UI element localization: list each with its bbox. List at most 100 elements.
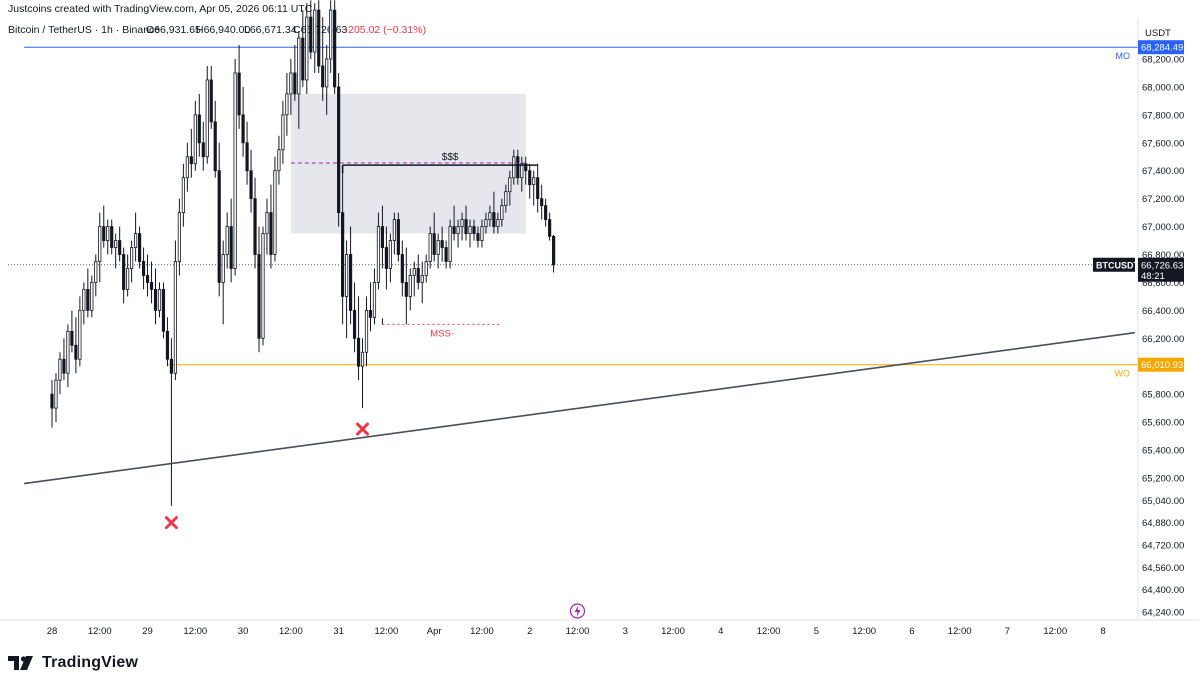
candle-body — [321, 65, 325, 88]
candle-body — [384, 247, 389, 269]
candle-body — [364, 309, 369, 353]
candle-body — [341, 212, 345, 297]
candle-body — [273, 170, 277, 255]
candle-body — [460, 219, 464, 227]
candle-body — [448, 226, 452, 262]
symbol-line[interactable]: Bitcoin / TetherUS · 1h · Binance — [8, 24, 161, 36]
candle-body — [333, 9, 337, 88]
candle-body — [500, 205, 504, 220]
time-tick-label: 31 — [333, 626, 344, 637]
candle-body — [102, 226, 106, 241]
candle-body — [173, 261, 178, 374]
candle-body — [476, 233, 480, 241]
candle-body — [520, 163, 524, 179]
candle-body — [516, 156, 520, 179]
candle-body — [432, 233, 436, 255]
countdown-text: 48:21 — [1141, 271, 1165, 282]
symbol-tag — [1093, 257, 1135, 272]
candle-body — [169, 358, 174, 374]
candle-body — [436, 240, 440, 255]
time-tick-label: 12:00 — [1043, 626, 1067, 637]
time-tick-label: 8 — [1100, 626, 1105, 637]
candle-body — [118, 240, 122, 255]
candle-body — [265, 212, 269, 234]
price-tick-label: 64,720.00 — [1142, 540, 1184, 551]
tradingview-logo[interactable]: TradingView — [8, 654, 138, 672]
level-tag-text: 66,010.93 — [1141, 360, 1183, 371]
price-tick-label: 66,600.00 — [1142, 278, 1184, 289]
candle-body — [50, 393, 54, 409]
candle-body — [281, 114, 285, 151]
last-price-tag — [1138, 257, 1184, 282]
candle-body — [313, 9, 317, 53]
price-tick-label: 65,200.00 — [1142, 473, 1184, 484]
candle-body — [492, 212, 496, 227]
candle-body — [444, 247, 448, 262]
candle-body — [201, 142, 205, 158]
candle-body — [82, 289, 86, 311]
candle-body — [257, 254, 261, 339]
candle-body — [145, 275, 150, 283]
price-tick-label: 66,400.00 — [1142, 306, 1184, 317]
time-tick-label: 6 — [909, 626, 914, 637]
candle-body — [337, 86, 341, 214]
candle-body — [380, 226, 385, 248]
time-tick-label: 28 — [47, 626, 58, 637]
candle-body — [122, 254, 126, 290]
candle-body — [412, 268, 416, 276]
candle-body — [416, 268, 420, 283]
candle-body — [317, 9, 321, 67]
level-tag-mo — [1138, 40, 1184, 55]
time-tick-label: 12:00 — [566, 626, 590, 637]
candle-body — [213, 121, 217, 172]
candle-body — [297, 37, 301, 95]
candle-body — [233, 72, 237, 269]
candle-body — [464, 219, 468, 234]
candle-body — [540, 198, 544, 207]
level-tag-text: 68,284.49 — [1141, 43, 1183, 54]
candle-body — [177, 212, 181, 262]
lightning-bolt — [574, 605, 581, 617]
ohlc-open: O66,931.65 — [146, 24, 201, 36]
time-tick-label: 12:00 — [852, 626, 876, 637]
brand-name: TradingView — [42, 654, 139, 671]
candle-body — [229, 226, 233, 269]
candle-body — [237, 72, 241, 116]
candle-body — [552, 235, 556, 266]
price-tick-label: 65,600.00 — [1142, 418, 1184, 429]
last-price-text: 66,726.63 — [1141, 260, 1183, 271]
candle-body — [305, 16, 309, 81]
candle-body — [356, 337, 361, 367]
candle-body — [189, 156, 193, 165]
candle-body — [388, 240, 392, 269]
candle-body — [197, 114, 201, 144]
candle-body — [114, 240, 118, 248]
price-tick-label: 68,200.00 — [1142, 55, 1184, 66]
price-tick-label: 68,000.00 — [1142, 82, 1184, 93]
candle-body — [70, 330, 74, 346]
mss-label: MSS- — [430, 328, 454, 339]
candle-body — [548, 219, 552, 237]
candle-body — [301, 37, 305, 81]
time-tick-label: 12:00 — [279, 626, 303, 637]
candle-body — [408, 275, 412, 297]
candle-body — [285, 93, 289, 116]
liquidity-sweep-cross-icon — [164, 516, 178, 530]
cross-stroke — [164, 516, 178, 530]
candle-body — [205, 79, 209, 158]
candle-body — [141, 261, 146, 276]
price-tick-label: 67,200.00 — [1142, 194, 1184, 205]
candle-body — [293, 72, 297, 95]
candle-body — [181, 177, 185, 214]
candle-body — [376, 226, 381, 283]
candle-body — [400, 254, 404, 283]
ohlc-high: H66,940.00 — [196, 24, 251, 36]
candle-body — [221, 254, 225, 283]
candle-body — [352, 309, 357, 339]
candle-body — [360, 351, 365, 367]
candle-body — [420, 275, 424, 283]
price-tick-label: 64,560.00 — [1142, 563, 1184, 574]
candle-body — [62, 358, 66, 374]
time-tick-label: 5 — [814, 626, 819, 637]
price-chart[interactable]: MO WO $$$ MSS- USDT 68,200.00 68,000.00 67,80… — [0, 0, 1199, 648]
